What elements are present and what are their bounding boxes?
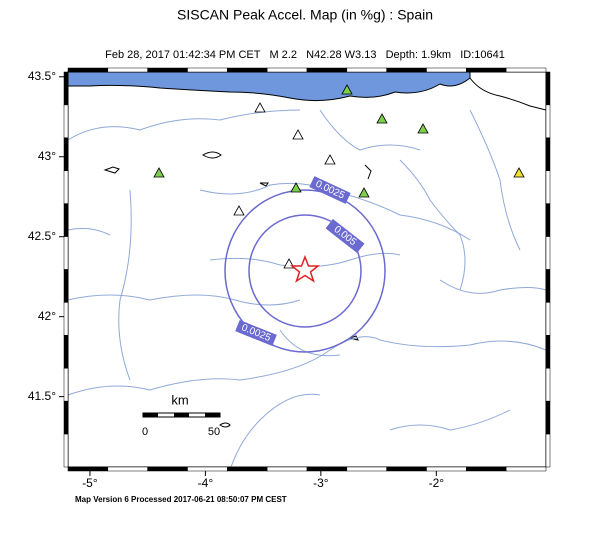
scale-unit: km — [171, 392, 188, 407]
frame-bar — [346, 466, 387, 472]
x-tick-label: -5° — [82, 476, 98, 490]
frame-bar — [187, 466, 228, 472]
y-tick-label: 42.5° — [28, 229, 56, 243]
frame-bar — [147, 466, 188, 472]
map-area: km 0 50 — [67, 71, 547, 471]
frame-bar — [63, 368, 69, 402]
frame-bar — [346, 67, 387, 73]
frame-bar — [227, 67, 268, 73]
frame-bar — [63, 302, 69, 336]
sea — [67, 71, 471, 102]
x-tick-label: -2° — [429, 476, 445, 490]
frame-bar — [426, 466, 467, 472]
frame-bar — [107, 67, 148, 73]
map-subtitle: Feb 28, 2017 01:42:34 PM CET M 2.2 N42.2… — [105, 49, 505, 61]
frame-bar — [63, 137, 69, 171]
contour-label-box — [309, 176, 351, 204]
scale-bar — [142, 412, 221, 418]
y-tick-label: 43° — [38, 149, 56, 163]
y-tick-label: 43.5° — [28, 69, 56, 83]
frame-bar — [306, 67, 348, 73]
contours — [224, 189, 386, 353]
stations — [153, 84, 525, 269]
frame-bar — [63, 104, 69, 139]
frame-bar — [505, 466, 547, 472]
footer: Map Version 6 Processed 2017-06-21 08:50… — [75, 495, 287, 504]
frame-bar — [545, 236, 551, 270]
frame-bar — [386, 466, 427, 472]
frame-bar — [545, 400, 551, 435]
frame-bar — [545, 269, 551, 303]
frame-bar — [63, 433, 69, 468]
frame-bar — [545, 104, 551, 139]
lakes — [103, 151, 372, 428]
scale-label: 50 — [208, 426, 220, 438]
x-tick-label: -4° — [198, 476, 214, 490]
frame-bar — [386, 67, 427, 73]
frame-bar — [306, 466, 348, 472]
frame-bar — [545, 170, 551, 204]
contour-label-box — [325, 218, 365, 254]
frame-bar — [266, 67, 308, 73]
frame-bar — [63, 236, 69, 270]
frame-bar — [147, 67, 188, 73]
frame-bar — [63, 400, 69, 435]
frame-bar — [545, 368, 551, 402]
frame-bar — [63, 269, 69, 303]
frame-bar — [107, 466, 148, 472]
y-tick-label: 42° — [38, 309, 56, 323]
frame-bar — [426, 67, 467, 73]
contour-label-box — [235, 319, 277, 347]
frame-bar — [545, 335, 551, 369]
frame-bar — [545, 433, 551, 468]
frame-bar — [63, 203, 69, 237]
frame-bar — [227, 466, 268, 472]
scale-label: 0 — [142, 426, 148, 438]
frame-bar — [63, 71, 69, 106]
epicenter — [289, 254, 321, 283]
frame-bar — [466, 67, 507, 73]
frame-bar — [266, 466, 308, 472]
frame-bar — [187, 67, 228, 73]
frame-bar — [466, 466, 507, 472]
map-title: SISCAN Peak Accel. Map (in %g) : Spain — [177, 7, 433, 23]
frame-bar — [67, 466, 109, 472]
frame-bar — [63, 170, 69, 204]
frame-bar — [545, 71, 551, 106]
frame-bar — [63, 335, 69, 369]
frame-bar — [545, 203, 551, 237]
frame-bar — [545, 137, 551, 171]
y-tick-label: 41.5° — [28, 389, 56, 403]
border — [469, 77, 547, 111]
contour-0005 — [248, 214, 362, 328]
x-tick-label: -3° — [313, 476, 329, 490]
frame-bar — [505, 67, 547, 73]
frame-bar — [67, 67, 109, 73]
contour-00025 — [224, 189, 386, 353]
frame-bar — [545, 302, 551, 336]
